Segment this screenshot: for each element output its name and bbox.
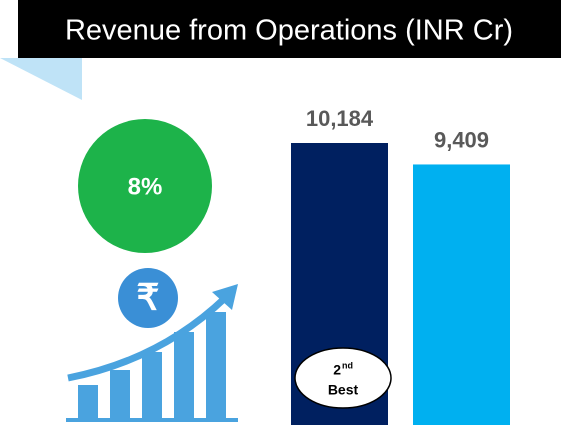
title-banner	[18, 0, 561, 58]
rank-number: 2	[333, 362, 341, 378]
decor-triangle	[0, 58, 82, 100]
growth-circle	[78, 119, 212, 253]
value-label: 10,184	[306, 106, 374, 131]
growth-label: 8%	[128, 173, 163, 200]
svg-text:₹: ₹	[137, 277, 160, 318]
chart-title: Revenue from Operations (INR Cr)	[65, 15, 513, 47]
rank-badge: 2 nd Best	[294, 347, 392, 409]
growth-icon: ₹	[66, 268, 238, 422]
rank-label: Best	[328, 382, 359, 398]
value-label: 9,409	[434, 127, 489, 152]
bar	[413, 164, 510, 425]
rank-suffix: nd	[342, 360, 353, 370]
